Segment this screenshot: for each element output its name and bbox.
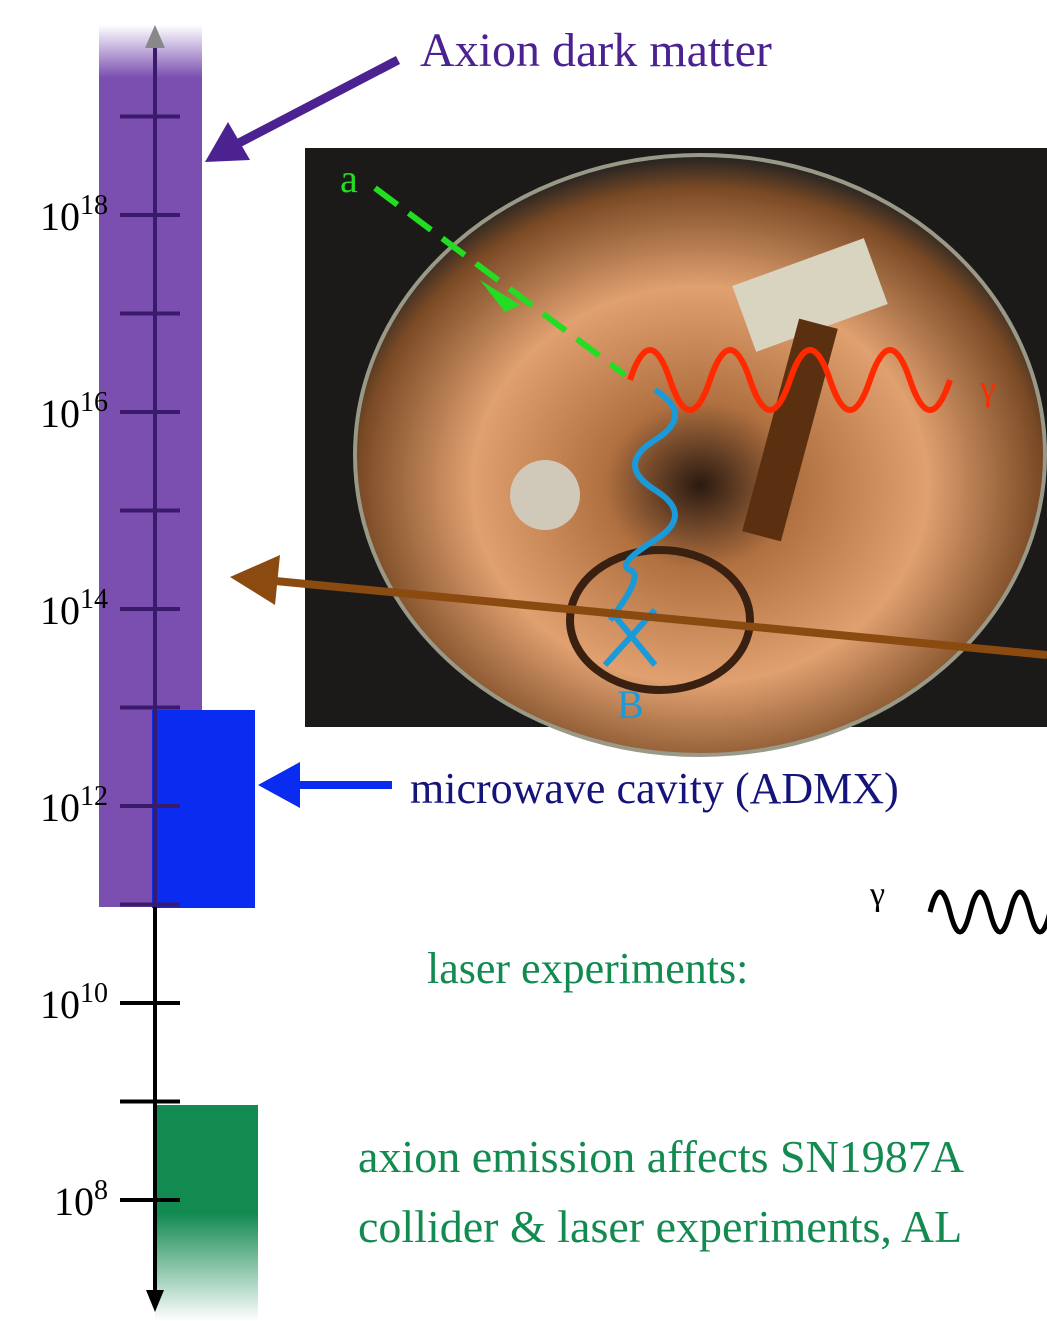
tick-label: 1016 xyxy=(40,387,108,436)
tick-base: 10 xyxy=(54,1179,94,1224)
laser-label: laser experiments: xyxy=(427,944,748,993)
tick-base: 10 xyxy=(40,588,80,633)
tick-label: 1018 xyxy=(40,190,108,239)
tick-label: 1014 xyxy=(40,584,108,633)
tick-base: 10 xyxy=(40,785,80,830)
tick-base: 10 xyxy=(40,391,80,436)
field-label: B xyxy=(617,682,644,727)
tick-label: 1012 xyxy=(40,781,108,830)
tick-exponent: 12 xyxy=(80,781,108,812)
pointer-arrow xyxy=(258,762,300,808)
tick-base: 10 xyxy=(40,194,80,239)
supernova-label: axion emission affects SN1987A xyxy=(358,1131,964,1182)
laser-band xyxy=(155,1105,258,1321)
photon-label: γ xyxy=(979,368,996,408)
photon-symbol: γ xyxy=(869,876,885,913)
dark-matter-label: Axion dark matter xyxy=(420,24,772,77)
tick-exponent: 16 xyxy=(80,387,108,418)
slide: 10181016101410121010108 a γ B Axion dark… xyxy=(0,0,1047,1321)
tick-base: 10 xyxy=(40,982,80,1027)
cavity-label: microwave cavity (ADMX) xyxy=(410,764,899,813)
cavity-photo: a γ B xyxy=(305,148,1047,755)
tick-exponent: 14 xyxy=(80,584,108,615)
axion-label: a xyxy=(340,156,358,201)
pointer-arrow xyxy=(230,555,280,605)
tick-label: 108 xyxy=(54,1175,108,1224)
tick-exponent: 10 xyxy=(80,978,108,1009)
photon-wave xyxy=(930,892,1047,932)
pointer-arrow xyxy=(235,60,398,145)
cavity-band xyxy=(152,710,255,908)
tick-exponent: 18 xyxy=(80,190,108,221)
tick-exponent: 8 xyxy=(94,1175,108,1206)
collider-label: collider & laser experiments, AL xyxy=(358,1201,962,1252)
tick-label: 1010 xyxy=(40,978,108,1027)
